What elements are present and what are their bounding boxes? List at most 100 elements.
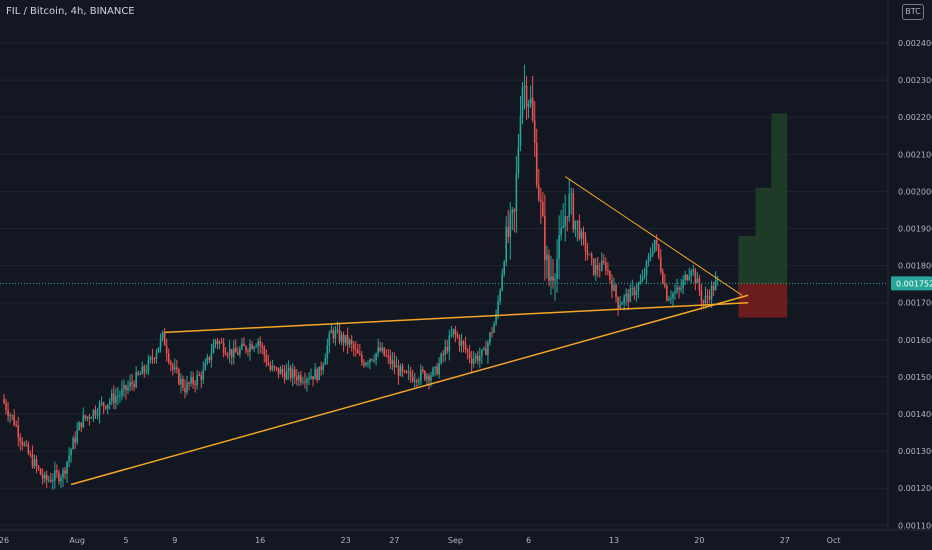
candle-body	[474, 355, 477, 360]
candle-body	[487, 342, 489, 355]
candle-body	[609, 271, 611, 280]
candle-body	[9, 415, 11, 417]
candle-body	[84, 415, 87, 419]
candle-body	[601, 261, 603, 271]
candle-body	[117, 396, 119, 398]
candle-body	[489, 332, 491, 343]
candle-body	[43, 474, 46, 479]
candle-body	[605, 262, 607, 271]
x-tick-label: 6	[526, 536, 531, 545]
candle-body	[444, 346, 447, 355]
candle-body	[104, 405, 107, 409]
candle-body	[253, 347, 255, 349]
candle-body	[470, 358, 473, 364]
x-tick-label: 13	[609, 536, 619, 545]
candle-body	[357, 349, 359, 354]
candle-body	[49, 479, 52, 482]
candle-body	[684, 275, 686, 281]
candle-body	[88, 416, 91, 419]
candle-body	[611, 279, 613, 291]
candle-body	[586, 251, 589, 255]
candle-body	[405, 371, 408, 373]
candle-body	[125, 385, 127, 391]
candle-body	[578, 220, 581, 239]
candle-body	[64, 470, 66, 474]
candle-body	[222, 342, 225, 354]
candle-body	[704, 295, 707, 303]
candle-body	[548, 254, 550, 281]
candle-body	[672, 293, 674, 299]
trendline-upper-descending[interactable]	[564, 176, 743, 296]
candle-body	[62, 470, 64, 478]
candle-body	[629, 288, 632, 302]
candle-body	[399, 366, 402, 376]
candle-body	[531, 97, 534, 121]
candle-body	[54, 470, 56, 481]
currency-badge[interactable]: BTC	[902, 4, 924, 20]
trendline-upper-flat[interactable]	[165, 301, 749, 334]
candle-body	[468, 351, 471, 359]
candle-body	[485, 348, 487, 355]
candle-body	[682, 280, 684, 288]
candle-body	[100, 402, 103, 404]
candle-body	[633, 288, 636, 296]
candle-body	[375, 353, 377, 361]
candle-body	[493, 323, 495, 333]
candle-body	[45, 474, 48, 481]
candle-body	[544, 215, 546, 261]
candle-body	[302, 381, 304, 383]
candle-body	[710, 285, 713, 300]
candle-body	[426, 375, 428, 380]
candle-body	[637, 283, 640, 292]
candle-body	[296, 376, 298, 381]
candle-body	[314, 369, 316, 380]
candle-body	[15, 424, 17, 426]
candle-body	[409, 371, 412, 377]
candle-body	[481, 349, 483, 357]
candle-body	[696, 278, 699, 283]
candle-body	[200, 375, 203, 380]
candle-body	[155, 352, 158, 359]
candle-body	[186, 382, 188, 393]
candle-body	[598, 270, 601, 272]
candle-body	[161, 331, 164, 338]
candle-body	[413, 380, 416, 382]
candle-body	[316, 369, 318, 381]
candle-body	[31, 454, 34, 467]
candle-body	[479, 356, 481, 361]
candle-body	[430, 375, 432, 381]
candle-body	[149, 357, 152, 361]
x-tick-label: 27	[780, 536, 790, 545]
candle-body	[310, 376, 312, 379]
candle-body	[255, 346, 257, 348]
candle-body	[300, 375, 302, 383]
candle-body	[540, 199, 542, 203]
candle-body	[322, 364, 325, 371]
candle-body	[566, 216, 569, 218]
candle-body	[25, 443, 28, 445]
candle-body	[58, 472, 60, 482]
candle-body	[688, 275, 691, 280]
trendline-lower-ascending[interactable]	[70, 294, 749, 486]
candle-body	[60, 477, 62, 482]
candle-body	[232, 348, 235, 358]
candle-body	[23, 443, 26, 446]
candle-body	[291, 369, 294, 379]
candle-body	[562, 226, 564, 228]
candle-body	[247, 350, 249, 352]
candle-body	[269, 365, 272, 370]
candle-body	[647, 256, 650, 262]
candle-body	[96, 414, 99, 416]
candle-body	[505, 226, 508, 263]
candle-body	[182, 378, 184, 388]
candle-body	[655, 239, 658, 245]
candle-body	[674, 291, 676, 294]
candle-body	[208, 356, 211, 360]
candle-body	[552, 276, 554, 281]
